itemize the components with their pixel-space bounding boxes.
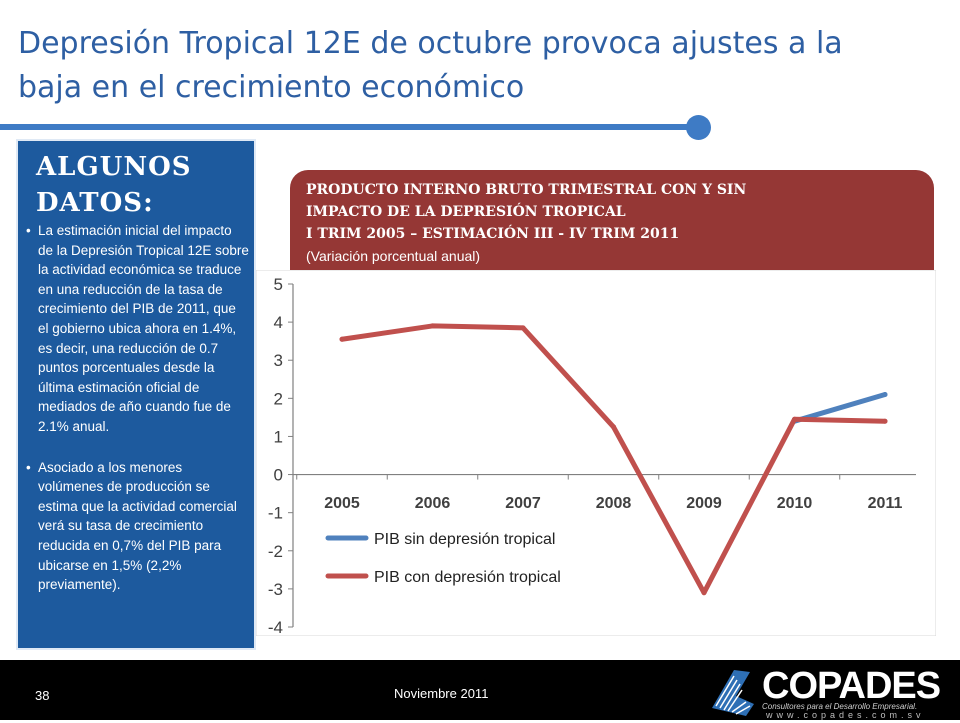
data-point [430, 323, 435, 329]
chart-subtitle: (Variación porcentual anual) [306, 248, 481, 264]
y-tick-label: 5 [274, 275, 283, 294]
sidebar-heading: ALGUNOS DATOS: [36, 149, 246, 221]
y-tick-label: -3 [268, 580, 283, 599]
facts-list: • La estimación inicial del impacto de la… [24, 221, 250, 616]
data-point [882, 392, 888, 398]
data-point [882, 418, 888, 424]
slide-title: Depresión Tropical 12E de octubre provoc… [18, 22, 948, 110]
data-point [339, 336, 345, 342]
logo-url: www.copades.com.sv [766, 710, 925, 720]
fact-text: La estimación inicial del impacto de la … [38, 223, 249, 434]
y-tick-label: 1 [274, 427, 283, 446]
footer-date: Noviembre 2011 [394, 686, 489, 701]
footer-bar [0, 660, 960, 720]
x-tick-label: 2011 [868, 495, 903, 512]
x-tick-label: 2007 [505, 495, 541, 512]
bullet-icon: • [26, 223, 31, 238]
bullet-icon: • [26, 459, 31, 475]
data-point [701, 590, 707, 596]
facts-sidebar: ALGUNOS DATOS: • La estimación inicial de… [16, 139, 256, 650]
x-tick-label: 2010 [777, 495, 813, 512]
x-tick-label: 2006 [415, 495, 451, 512]
page-number: 38 [35, 688, 50, 703]
data-point [520, 325, 526, 331]
sidebar-heading-line-2: DATOS: [36, 188, 154, 218]
pib-line-chart: 5 4 3 2 1 0 -1 -2 -3 -4 2005 2006 2007 2008 2009 2010 20… [256, 270, 936, 636]
y-tick-label: 2 [274, 389, 283, 408]
title-underline [0, 124, 700, 130]
y-tick-label: -4 [268, 618, 283, 636]
title-line-1: Depresión Tropical 12E de octubre provoc… [18, 26, 843, 61]
data-point [792, 416, 797, 422]
chart-title-line-3: I TRIM 2005 – ESTIMACIÓN III - IV TRIM 2… [306, 226, 680, 242]
x-tick-label: 2005 [324, 495, 360, 512]
y-tick-label: 4 [274, 313, 283, 332]
fact-item: • Asociado a los menores volúmenes de pro… [24, 458, 250, 595]
legend-label: PIB sin depresión tropical [374, 531, 555, 548]
chart-area: 5 4 3 2 1 0 -1 -2 -3 -4 2005 2006 2007 2008 2009 2010 20… [256, 270, 936, 636]
chart-title-line-2: IMPACTO DE LA DEPRESIÓN TROPICAL [306, 204, 626, 220]
y-tick-label: -1 [268, 504, 283, 523]
data-point [611, 424, 616, 430]
title-underline-dot [686, 115, 711, 140]
sidebar-heading-line-1: ALGUNOS [36, 152, 192, 182]
y-tick-label: 3 [274, 351, 283, 370]
fact-item: • La estimación inicial del impacto de la… [24, 221, 250, 437]
y-tick-label: 0 [274, 466, 283, 485]
fact-text: Asociado a los menores volúmenes de prod… [38, 459, 237, 593]
logo-tagline: Consultores para el Desarrollo Empresari… [762, 702, 918, 711]
chart-header: PRODUCTO INTERNO BRUTO TRIMESTRAL CON Y … [290, 170, 934, 271]
copades-logo: COPADES Consultores para el Desarrollo E… [706, 664, 952, 720]
chart-title-line-1: PRODUCTO INTERNO BRUTO TRIMESTRAL CON Y … [306, 182, 747, 198]
y-tick-label: -2 [268, 542, 283, 561]
logo-mark-icon [712, 670, 754, 716]
legend-label: PIB con depresión tropical [374, 569, 561, 586]
series-line-sin-depresion [792, 392, 888, 424]
title-line-2: baja en el crecimiento económico [18, 70, 525, 105]
x-tick-label: 2008 [596, 495, 632, 512]
x-tick-label: 2009 [686, 495, 722, 512]
chart-plot-background [256, 270, 936, 636]
logo-name: COPADES [762, 665, 941, 707]
